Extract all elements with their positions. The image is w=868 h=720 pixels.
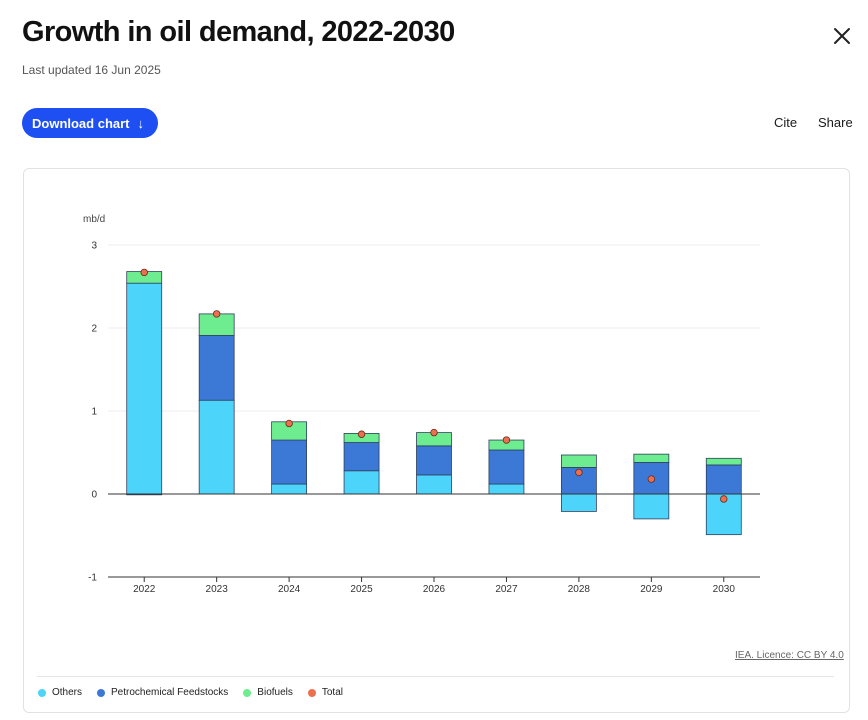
y-tick-label: 0	[91, 490, 97, 501]
chart-card	[23, 168, 850, 713]
legend-item-total[interactable]: Total	[307, 687, 343, 698]
total-marker-2024	[285, 419, 293, 428]
legend-item-petrochemical[interactable]: Petrochemical Feedstocks	[97, 687, 228, 698]
bar-others-2026	[416, 474, 452, 495]
legend-label-petrochemical: Petrochemical Feedstocks	[111, 687, 229, 698]
y-tick-label: 2	[91, 324, 97, 335]
legend-divider	[37, 676, 834, 677]
x-tick-label: 2029	[640, 584, 663, 595]
bar-others-2029	[633, 493, 670, 520]
y-tick-label: -1	[88, 573, 97, 584]
bar-biofuels-2028	[560, 454, 597, 468]
total-marker-2029	[647, 475, 656, 483]
total-marker-2023	[212, 310, 221, 318]
page-title: Growth in oil demand, 2022-2030	[22, 16, 455, 48]
y-tick-label: 1	[91, 407, 97, 418]
y-axis-unit-label: mb/d	[83, 214, 105, 225]
total-marker-2022	[140, 268, 148, 277]
bar-petrochemical-2024	[271, 439, 308, 485]
last-updated: Last updated 16 Jun 2025	[22, 63, 161, 77]
bar-petrochemical-2030	[705, 464, 742, 495]
licence-link[interactable]: IEA. Licence: CC BY 4.0	[735, 650, 844, 661]
bar-biofuels-2030	[705, 457, 742, 466]
x-tick-label: 2025	[350, 584, 373, 595]
total-marker-2026	[430, 428, 438, 437]
total-marker-2028	[575, 468, 583, 477]
x-tick-label: 2023	[206, 584, 229, 595]
legend-label-total: Total	[321, 687, 343, 698]
bar-others-2022	[126, 282, 163, 495]
close-icon[interactable]	[830, 24, 854, 48]
legend-label-others: Others	[52, 687, 83, 698]
legend-dot-biofuels	[243, 688, 252, 697]
bar-petrochemical-2027	[488, 449, 525, 485]
total-marker-2027	[502, 436, 511, 444]
legend-label-biofuels: Biofuels	[257, 687, 293, 698]
total-marker-2025	[357, 430, 366, 438]
x-tick-label: 2030	[713, 584, 736, 595]
chart-legend: Others Petrochemical Feedstocks Biofuels…	[38, 687, 343, 698]
download-chart-label: Download chart	[32, 115, 130, 131]
legend-dot-petrochemical	[97, 688, 106, 697]
share-link[interactable]: Share	[818, 115, 853, 130]
bar-petrochemical-2026	[416, 445, 452, 476]
download-chart-button[interactable]: Download chart ↓	[22, 108, 159, 138]
bar-others-2024	[271, 483, 308, 495]
x-tick-label: 2022	[133, 584, 156, 595]
x-tick-label: 2024	[278, 584, 301, 595]
legend-item-others[interactable]: Others	[38, 687, 82, 698]
legend-item-biofuels[interactable]: Biofuels	[243, 687, 293, 698]
cite-link[interactable]: Cite	[774, 115, 798, 130]
bar-petrochemical-2023	[198, 335, 235, 401]
legend-dot-others	[38, 688, 46, 697]
x-tick-label: 2026	[423, 584, 446, 595]
total-marker-2030	[720, 495, 728, 503]
bar-others-2023	[198, 399, 235, 495]
x-tick-label: 2027	[495, 584, 518, 595]
bar-others-2027	[488, 483, 525, 495]
bar-petrochemical-2025	[343, 442, 380, 472]
x-tick-label: 2028	[568, 584, 591, 595]
bar-others-2028	[560, 493, 597, 512]
download-arrow-icon: ↓	[137, 115, 145, 131]
bar-others-2025	[343, 470, 380, 495]
bar-biofuels-2029	[633, 453, 670, 463]
legend-dot-total	[307, 688, 316, 697]
y-tick-label: 3	[91, 241, 97, 252]
